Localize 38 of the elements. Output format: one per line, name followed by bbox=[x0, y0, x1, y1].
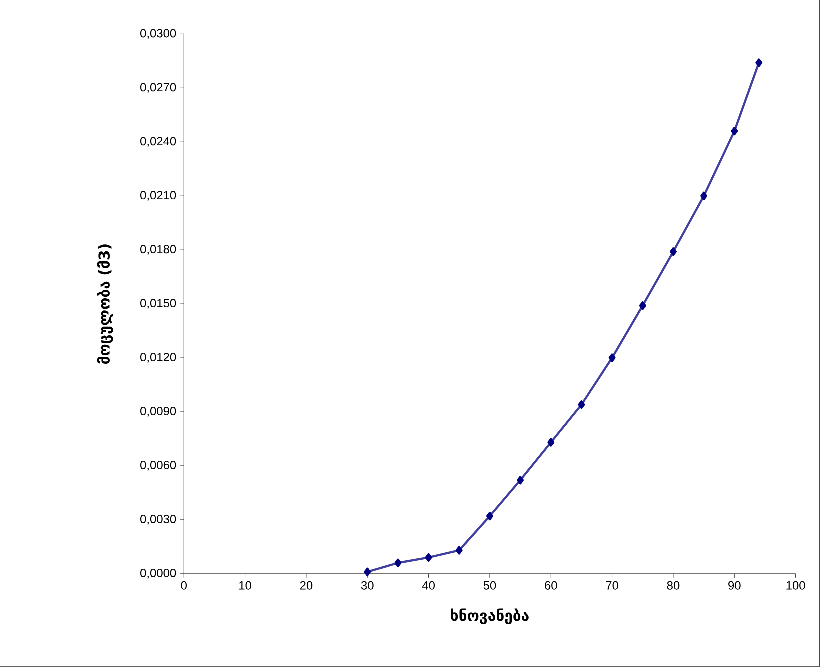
y-tick-label: 0,0060 bbox=[140, 461, 176, 471]
y-axis-title: მოცულობა (მ3) bbox=[97, 244, 114, 364]
x-tick-label: 30 bbox=[361, 581, 374, 590]
point bbox=[364, 568, 372, 576]
x-tick-label: 60 bbox=[545, 581, 558, 590]
point bbox=[639, 302, 646, 310]
x-tick-label: 70 bbox=[606, 581, 618, 590]
y-tick-label: 0,0300 bbox=[140, 29, 176, 40]
x-tick-label: 20 bbox=[300, 581, 313, 590]
point bbox=[700, 192, 708, 200]
x-tick-label: 80 bbox=[667, 581, 680, 590]
x-tick-label: 0 bbox=[181, 581, 187, 590]
point bbox=[425, 553, 432, 562]
y-tick-label: 0,0000 bbox=[140, 568, 176, 579]
point bbox=[394, 558, 402, 568]
point bbox=[670, 248, 677, 256]
point bbox=[517, 476, 524, 485]
y-tick-label: 0,0180 bbox=[140, 245, 176, 255]
x-tick-label: 10 bbox=[240, 581, 252, 590]
y-tick-label: 0,0270 bbox=[140, 83, 176, 94]
point bbox=[548, 438, 555, 447]
x-tick-label: 90 bbox=[728, 581, 741, 590]
point bbox=[608, 354, 616, 362]
y-tick-label: 0,0150 bbox=[140, 299, 176, 309]
x-tick-label: 50 bbox=[484, 581, 496, 590]
y-tick-label: 0,0210 bbox=[140, 191, 176, 202]
y-tick-label: 0,0120 bbox=[140, 353, 176, 363]
x-tick-label: 40 bbox=[422, 581, 435, 590]
y-tick-label: 0,0030 bbox=[140, 514, 176, 525]
point bbox=[756, 58, 763, 68]
point bbox=[731, 127, 738, 136]
y-tick-label: 0,0090 bbox=[140, 407, 176, 417]
point bbox=[456, 546, 463, 555]
x-axis-title: ხნოვანება bbox=[451, 608, 529, 624]
x-tick-label: 100 bbox=[786, 581, 806, 590]
point bbox=[578, 400, 586, 410]
y-tick-label: 0,0240 bbox=[140, 137, 176, 148]
point bbox=[486, 512, 494, 521]
